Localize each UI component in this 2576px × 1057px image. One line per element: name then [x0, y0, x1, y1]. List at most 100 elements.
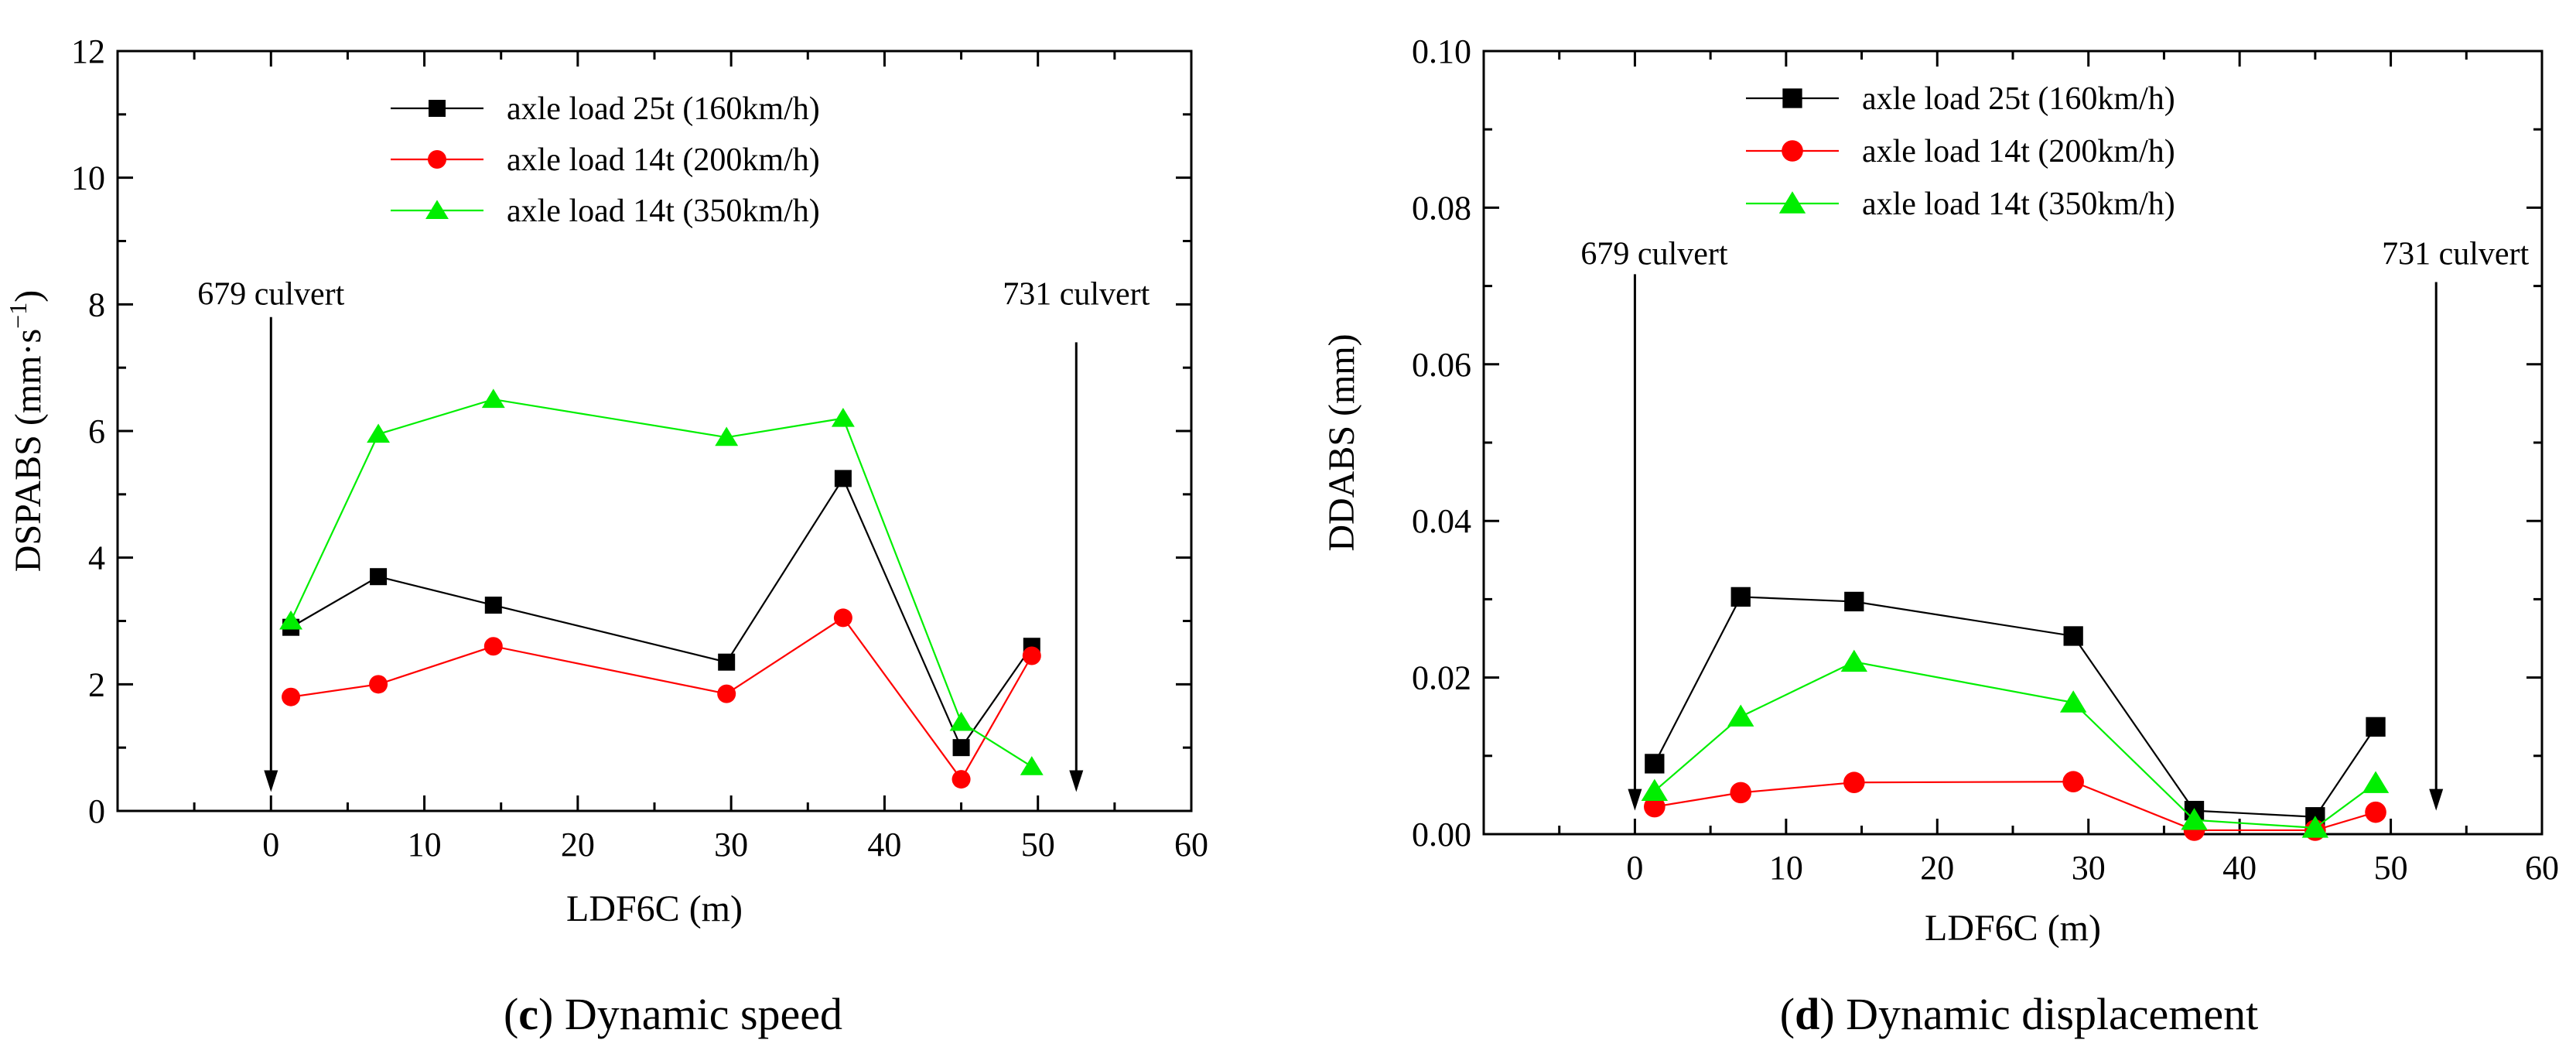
data-point [1730, 587, 1751, 607]
culvert-annotation: 731 culvert [2382, 236, 2529, 272]
data-point [2366, 717, 2386, 737]
y-tick-label: 0.02 [1412, 659, 1471, 697]
data-point [831, 407, 855, 427]
data-point [2362, 771, 2390, 793]
data-point [483, 637, 503, 656]
x-tick-label: 50 [2374, 849, 2408, 887]
data-point [369, 675, 388, 694]
y-axis-label-close: ) [8, 290, 49, 303]
culvert-arrow-head [2429, 788, 2444, 811]
x-tick-label: 30 [714, 826, 748, 864]
y-tick-label: 0.06 [1412, 346, 1471, 384]
y-axis-label: DSPABS (mm·s−1) [4, 290, 49, 572]
legend-label: axle load 14t (200km/h) [1862, 134, 2175, 169]
series-line [290, 616, 1033, 782]
data-point [1843, 771, 1865, 794]
legend-marker [425, 200, 449, 220]
series-0 [282, 470, 1040, 757]
x-tick-label: 10 [1769, 849, 1803, 887]
data-point [717, 684, 736, 703]
y-axis-label-superscript: −1 [4, 303, 32, 329]
data-point [1730, 782, 1752, 804]
culvert-arrow-head [1628, 788, 1642, 811]
data-point [282, 687, 301, 706]
data-point [2301, 816, 2329, 838]
data-point [279, 610, 303, 630]
panel-caption: (c) Dynamic speed [504, 989, 842, 1039]
data-point [1641, 778, 1669, 802]
y-axis-label-main: DDABS (mm) [1321, 334, 1362, 551]
series-1 [1644, 771, 2386, 841]
y-tick-label: 10 [71, 159, 105, 197]
y-tick-label: 0.04 [1412, 502, 1471, 540]
legend: axle load 25t (160km/h) axle load 14t (20… [1746, 81, 2175, 222]
culvert-arrow-head [264, 770, 278, 792]
data-point [481, 388, 505, 409]
culvert-arrow-head [1069, 770, 1084, 792]
caption-letter: c [518, 989, 538, 1039]
x-tick-label: 60 [2525, 849, 2559, 887]
data-point [1840, 649, 1867, 672]
caption-text: Dynamic displacement [1835, 989, 2259, 1039]
legend-marker [428, 150, 446, 169]
data-point [1022, 646, 1041, 665]
y-tick-label: 12 [71, 32, 105, 70]
caption-paren-close: ) [1819, 989, 1834, 1039]
caption-text: Dynamic speed [553, 989, 842, 1039]
culvert-annotation: 731 culvert [1003, 277, 1150, 313]
series-2 [279, 388, 1044, 775]
legend-marker [1782, 140, 1803, 162]
culvert-annotation: 679 culvert [1580, 236, 1727, 272]
y-tick-label: 6 [88, 412, 105, 450]
x-tick-label: 20 [1920, 849, 1954, 887]
x-axis-label: LDF6C (m) [566, 888, 743, 929]
caption-paren-open: ( [1780, 989, 1795, 1039]
y-tick-label: 0 [88, 792, 105, 830]
data-point [2181, 808, 2208, 830]
legend-marker [1782, 88, 1802, 108]
x-axis-label: LDF6C (m) [1925, 908, 2101, 949]
series-line [290, 477, 1033, 750]
series-2 [1641, 649, 2390, 838]
data-point [2062, 771, 2084, 792]
y-tick-label: 0.00 [1412, 816, 1471, 853]
data-point [367, 423, 391, 443]
data-point [1727, 704, 1754, 727]
data-point [370, 568, 388, 586]
data-point [833, 608, 852, 628]
data-point [715, 426, 739, 446]
caption-letter: d [1795, 989, 1819, 1039]
data-point [1844, 591, 1864, 612]
legend-marker [1778, 191, 1806, 214]
culvert-annotation: 679 culvert [197, 277, 344, 313]
legend-marker [429, 100, 446, 117]
y-tick-label: 4 [88, 539, 105, 577]
caption-paren-close: ) [538, 989, 553, 1039]
y-axis-label-main: DSPABS (mm·s [8, 329, 49, 572]
y-tick-label: 8 [88, 286, 105, 323]
legend-label: axle load 25t (160km/h) [1862, 81, 2175, 117]
x-tick-label: 20 [561, 826, 595, 864]
data-point [949, 711, 973, 731]
chart-dynamic-displacement: 0 10 20 30 40 50 60 0.00 0.02 0.04 0.06 0.08 0.10 LDF… [1321, 32, 2559, 1039]
legend: axle load 25t (160km/h) axle load 14t (20… [391, 91, 820, 229]
y-tick-label: 0.10 [1412, 32, 1471, 70]
data-point [1644, 795, 1666, 818]
data-point [2059, 690, 2087, 713]
data-point [484, 597, 502, 614]
series-line [1654, 661, 2376, 830]
y-tick-label: 0.08 [1412, 189, 1471, 227]
x-tick-label: 50 [1021, 826, 1055, 864]
x-tick-label: 0 [1626, 849, 1643, 887]
x-tick-label: 40 [867, 826, 901, 864]
data-point [1020, 756, 1044, 775]
legend-label: axle load 14t (200km/h) [507, 142, 820, 178]
x-tick-label: 10 [408, 826, 442, 864]
x-tick-label: 40 [2222, 849, 2257, 887]
data-point [952, 739, 970, 757]
legend-label: axle load 25t (160km/h) [507, 91, 820, 127]
caption-paren-open: ( [504, 989, 518, 1039]
data-point [1645, 754, 1665, 774]
legend-label: axle load 14t (350km/h) [507, 193, 820, 229]
